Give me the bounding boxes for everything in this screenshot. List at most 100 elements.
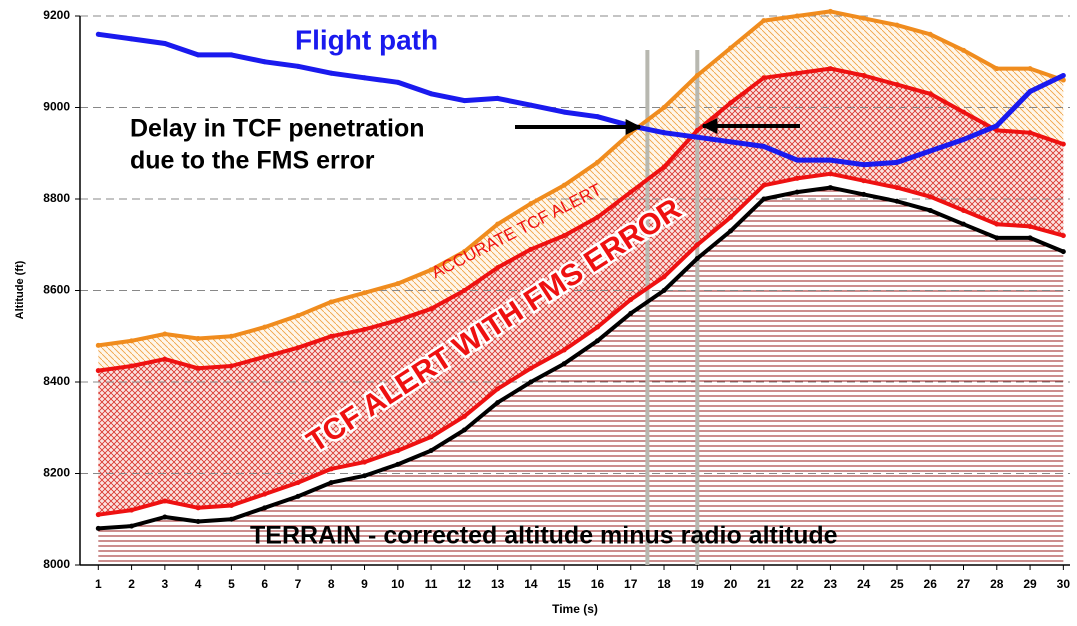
- point: [628, 297, 634, 303]
- point: [195, 336, 201, 342]
- x-tick-label: 25: [890, 577, 904, 591]
- point: [162, 331, 168, 337]
- x-tick-label: 17: [624, 577, 638, 591]
- point: [129, 338, 135, 344]
- point: [761, 196, 767, 202]
- x-tick-label: 24: [857, 577, 871, 591]
- point: [162, 514, 168, 520]
- point: [961, 47, 967, 53]
- point: [395, 281, 401, 287]
- point: [961, 109, 967, 115]
- point: [395, 448, 401, 454]
- point: [428, 434, 434, 440]
- point: [461, 98, 467, 104]
- series-label: Flight path: [295, 24, 438, 55]
- x-tick-label: 19: [691, 577, 705, 591]
- point: [95, 512, 101, 518]
- x-tick-label: 12: [458, 577, 472, 591]
- x-tick-label: 14: [524, 577, 538, 591]
- x-tick-label: 9: [361, 577, 368, 591]
- point: [295, 63, 301, 69]
- point: [395, 79, 401, 85]
- point: [228, 503, 234, 509]
- point: [994, 221, 1000, 227]
- point: [328, 480, 334, 486]
- point: [461, 427, 467, 433]
- point: [328, 333, 334, 339]
- x-tick-label: 7: [295, 577, 302, 591]
- point: [728, 139, 734, 145]
- point: [195, 52, 201, 58]
- point: [628, 310, 634, 316]
- point: [328, 466, 334, 472]
- point: [761, 75, 767, 81]
- point: [162, 498, 168, 504]
- terrain-fill: [98, 187, 1064, 565]
- point: [295, 313, 301, 319]
- point: [561, 182, 567, 188]
- series-line: [98, 185, 1065, 531]
- y-tick-label: 8400: [43, 374, 70, 388]
- point: [495, 386, 501, 392]
- point: [694, 127, 700, 133]
- y-tick-label: 8800: [43, 191, 70, 205]
- point: [362, 75, 368, 81]
- point: [594, 324, 600, 330]
- point: [1027, 66, 1033, 72]
- point: [628, 130, 634, 136]
- x-tick-label: 20: [724, 577, 738, 591]
- point: [362, 290, 368, 296]
- point: [894, 22, 900, 28]
- point: [262, 505, 268, 511]
- point: [794, 70, 800, 76]
- point: [495, 400, 501, 406]
- point: [362, 473, 368, 479]
- point: [528, 201, 534, 207]
- y-tick-label: 8600: [43, 283, 70, 297]
- point: [1060, 141, 1066, 147]
- point: [661, 274, 667, 280]
- point: [794, 189, 800, 195]
- point: [95, 342, 101, 348]
- annotation: due to the FMS error: [130, 147, 375, 175]
- point: [129, 363, 135, 369]
- annotation: Delay in TCF penetration: [130, 115, 424, 143]
- point: [262, 354, 268, 360]
- x-tick-label: 22: [790, 577, 804, 591]
- point: [994, 235, 1000, 241]
- series-line: [98, 171, 1064, 517]
- point: [1027, 235, 1033, 241]
- point: [528, 365, 534, 371]
- x-tick-label: 2: [128, 577, 135, 591]
- point: [827, 171, 833, 177]
- x-tick-label: 11: [425, 577, 438, 591]
- point: [894, 82, 900, 88]
- point: [927, 91, 933, 97]
- point: [661, 105, 667, 110]
- point: [461, 288, 467, 293]
- point: [594, 159, 600, 165]
- point: [295, 345, 301, 351]
- point: [428, 91, 434, 97]
- point: [994, 123, 1000, 129]
- x-tick-label: 15: [558, 577, 572, 591]
- point: [328, 70, 334, 76]
- point: [95, 368, 101, 374]
- point: [794, 13, 800, 19]
- point: [495, 95, 501, 101]
- point: [295, 493, 301, 499]
- point: [528, 379, 534, 385]
- x-tick-label: 1: [95, 577, 102, 591]
- x-tick-label: 5: [228, 577, 235, 591]
- point: [961, 221, 967, 227]
- point: [694, 134, 700, 140]
- point: [594, 338, 600, 344]
- point: [761, 182, 767, 188]
- y-tick-label: 9000: [43, 100, 70, 114]
- point: [228, 516, 234, 522]
- series-line: [98, 66, 1064, 373]
- x-tick-label: 26: [924, 577, 938, 591]
- point: [861, 15, 867, 21]
- point: [827, 8, 833, 14]
- point: [861, 191, 867, 197]
